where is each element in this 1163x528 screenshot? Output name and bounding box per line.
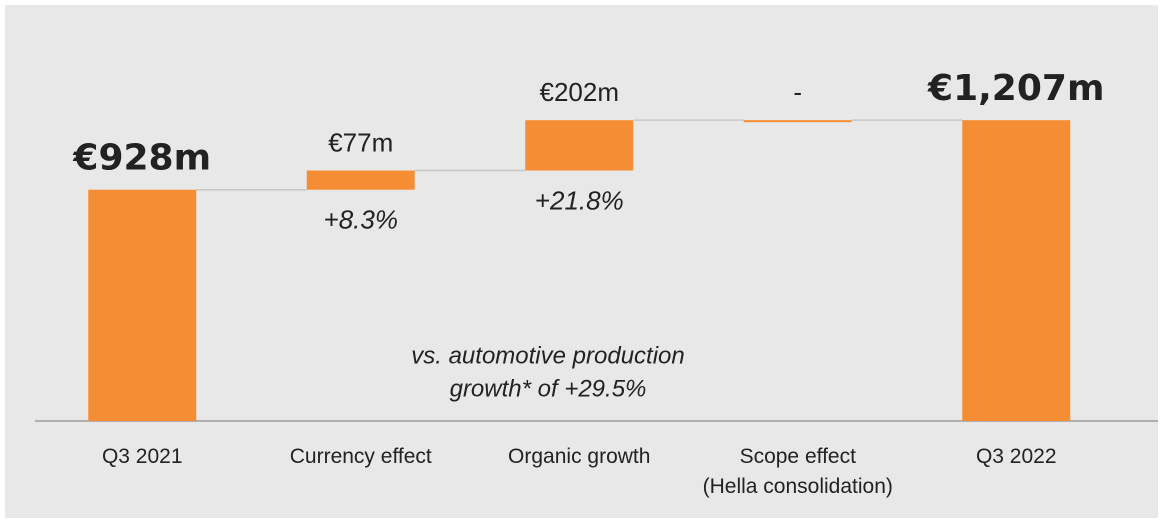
growth-label: +21.8% xyxy=(535,185,624,215)
bar xyxy=(88,189,197,421)
bar xyxy=(525,120,634,171)
x-tick-label: Q3 2022 xyxy=(975,445,1057,468)
value-label: €1,207m xyxy=(927,68,1104,109)
growth-label: +8.3% xyxy=(324,205,398,235)
x-tick-label: Currency effect xyxy=(289,445,432,468)
x-tick-label: Q3 2021 xyxy=(101,445,183,468)
x-tick-label: Organic growth xyxy=(508,445,651,468)
bar xyxy=(306,170,415,190)
value-label: - xyxy=(793,77,802,107)
bar xyxy=(962,120,1071,421)
annotation: growth* of +29.5% xyxy=(450,375,647,402)
value-label: €928m xyxy=(72,138,211,179)
bar xyxy=(743,120,852,123)
annotation: vs. automotive production xyxy=(411,342,684,369)
x-tick-label: Scope effect (Hella consolidation) xyxy=(702,445,893,498)
value-label: €77m xyxy=(328,127,393,157)
value-label: €202m xyxy=(540,77,620,107)
